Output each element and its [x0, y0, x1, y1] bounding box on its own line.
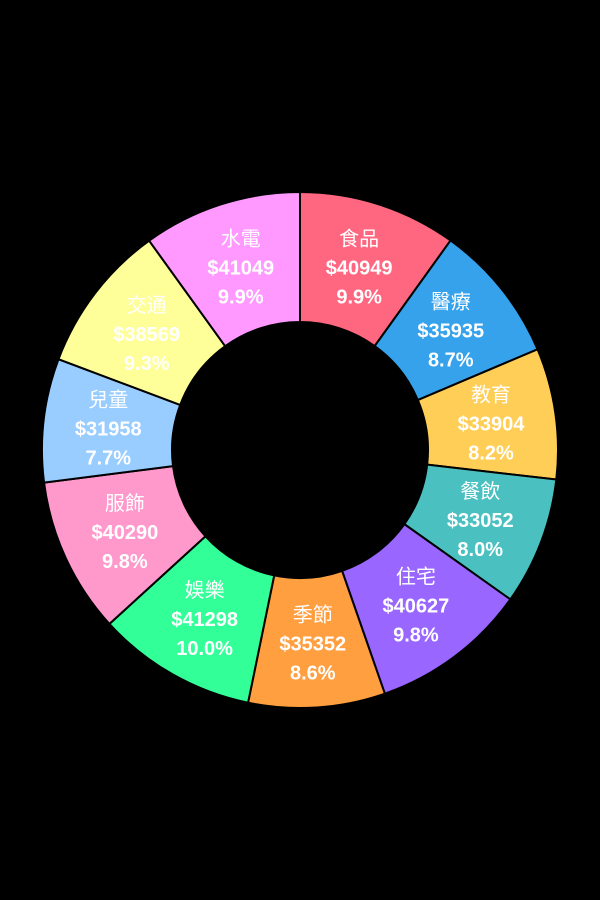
slice-percent-label: 7.7%: [86, 448, 132, 470]
slice-value-label: $40627: [383, 595, 450, 617]
slice-label-group-4: 住宅 $40627 9.8%: [383, 564, 450, 646]
slice-percent-label: 8.7%: [428, 349, 474, 371]
slice-label-group-5: 季節 $35352 8.6%: [279, 603, 346, 685]
slice-category-label: 餐飲: [460, 479, 500, 503]
slice-label-group-0: 食品 $40949 9.9%: [326, 226, 393, 308]
slice-category-label: 服飾: [105, 491, 145, 515]
slice-category-label: 娛樂: [185, 578, 225, 602]
slice-value-label: $35935: [417, 320, 484, 342]
slice-percent-label: 9.9%: [336, 286, 382, 308]
slice-category-label: 水電: [221, 226, 261, 250]
slice-value-label: $40949: [326, 257, 393, 279]
slice-value-label: $33904: [458, 413, 526, 435]
slice-percent-label: 8.6%: [290, 663, 336, 685]
slice-percent-label: 9.9%: [218, 286, 264, 308]
slice-label-group-8: 兒童 $31958 7.7%: [75, 388, 142, 470]
slice-category-label: 季節: [293, 603, 333, 627]
slice-value-label: $31958: [75, 419, 142, 441]
slice-label-group-3: 餐飲 $33052 8.0%: [447, 479, 514, 561]
slice-percent-label: 10.0%: [176, 638, 233, 660]
slice-category-label: 教育: [471, 382, 511, 406]
slice-category-label: 兒童: [88, 388, 128, 412]
slice-label-group-1: 醫療 $35935 8.7%: [417, 289, 484, 371]
slice-category-label: 住宅: [396, 564, 436, 588]
slice-value-label: $41298: [171, 609, 238, 631]
slice-percent-label: 9.8%: [393, 624, 439, 646]
slice-category-label: 醫療: [431, 289, 471, 313]
slice-label-group-6: 娛樂 $41298 10.0%: [171, 578, 238, 660]
slice-category-label: 交通: [127, 293, 167, 317]
slice-value-label: $41049: [207, 257, 274, 279]
slice-label-group-10: 水電 $41049 9.9%: [207, 226, 274, 308]
slice-percent-label: 8.2%: [468, 442, 514, 464]
slice-percent-label: 9.8%: [102, 551, 148, 573]
slice-label-group-9: 交通 $38569 9.3%: [113, 293, 180, 375]
slice-label-group-2: 教育 $33904 8.2%: [458, 382, 526, 464]
slice-category-label: 食品: [339, 226, 379, 250]
slice-value-label: $40290: [91, 522, 158, 544]
slice-value-label: $38569: [113, 324, 180, 346]
slice-value-label: $33052: [447, 510, 514, 532]
donut-slice-10: [147, 190, 301, 348]
slice-percent-label: 9.3%: [124, 353, 170, 375]
slice-percent-label: 8.0%: [457, 539, 503, 561]
slice-label-group-7: 服飾 $40290 9.8%: [91, 491, 158, 573]
slice-value-label: $35352: [279, 634, 346, 656]
